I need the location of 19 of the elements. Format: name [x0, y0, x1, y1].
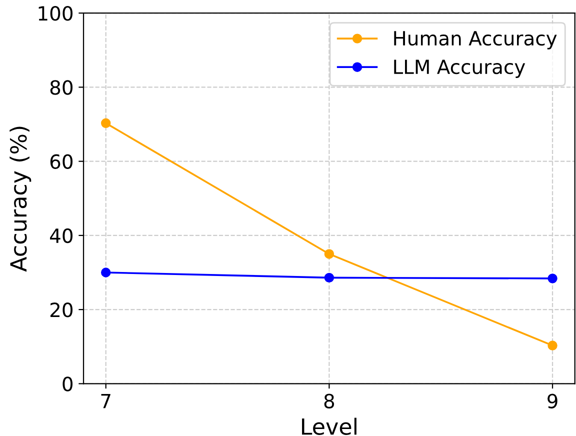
point — [324, 249, 334, 259]
y-tick-label: 60 — [50, 154, 73, 169]
y-tick-label: 0 — [62, 376, 73, 392]
y-tick-label: 20 — [50, 302, 73, 318]
point — [548, 340, 558, 350]
x-axis-title: Level — [302, 418, 356, 435]
point — [324, 272, 334, 283]
legend-label: LLM Accuracy — [394, 60, 526, 78]
x-tick-label: 7 — [101, 394, 110, 408]
y-tick-label: 40 — [50, 228, 73, 244]
x-tick-label: 9 — [548, 394, 558, 408]
legend-label: Human Accuracy — [394, 31, 557, 50]
x-tick-label: 8 — [324, 394, 334, 408]
y-tick-label: 100 — [38, 6, 73, 21]
point — [100, 118, 111, 128]
point — [100, 268, 111, 278]
y-axis-title: Accuracy (%) — [10, 126, 32, 272]
point — [548, 274, 558, 284]
y-tick-label: 80 — [50, 80, 73, 95]
